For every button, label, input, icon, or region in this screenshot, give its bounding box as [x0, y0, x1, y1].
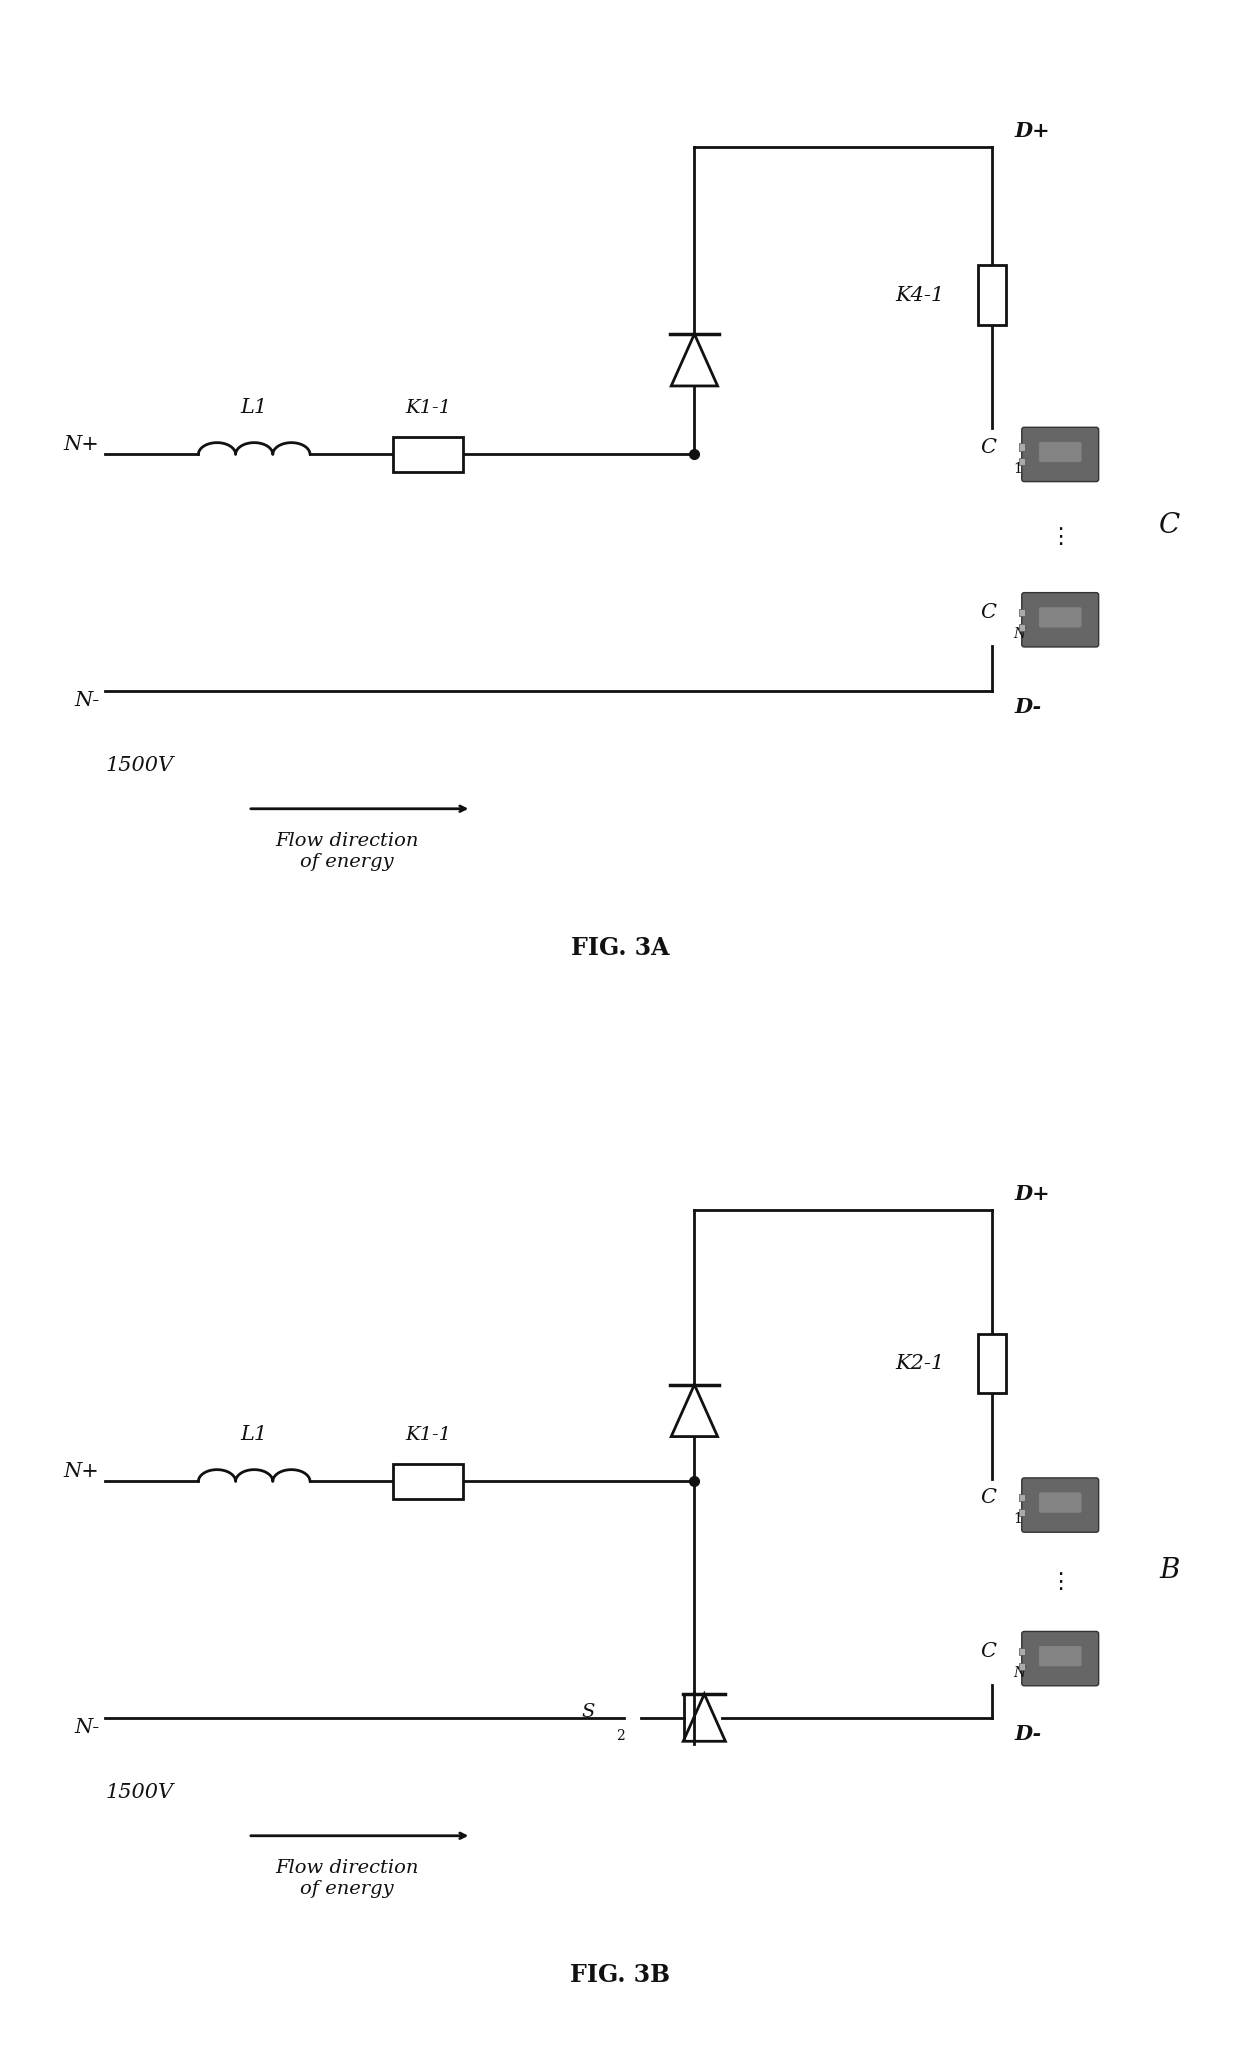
Text: K2-1: K2-1 — [895, 1354, 945, 1372]
Text: C: C — [980, 438, 996, 456]
Bar — [1019, 624, 1025, 631]
Bar — [978, 265, 1006, 325]
Text: D+: D+ — [1014, 121, 1050, 142]
Text: C: C — [980, 604, 996, 622]
Text: C: C — [1159, 511, 1180, 538]
Text: L1: L1 — [241, 1425, 268, 1444]
Text: N-: N- — [74, 1717, 99, 1736]
Text: K1-1: K1-1 — [404, 398, 451, 417]
FancyBboxPatch shape — [1022, 427, 1099, 481]
Text: ⋮: ⋮ — [1049, 528, 1071, 546]
FancyBboxPatch shape — [1039, 442, 1081, 462]
Text: N+: N+ — [63, 1462, 99, 1481]
Text: N: N — [1013, 626, 1025, 641]
Bar — [1019, 444, 1025, 450]
Bar — [393, 1465, 463, 1499]
Text: K1-1: K1-1 — [404, 1425, 451, 1444]
FancyBboxPatch shape — [1022, 594, 1099, 647]
Text: FIG. 3A: FIG. 3A — [570, 937, 670, 959]
Text: 1500V: 1500V — [105, 1783, 174, 1801]
Bar — [978, 1333, 1006, 1393]
Bar — [1019, 1510, 1025, 1516]
Text: 1: 1 — [1013, 1512, 1022, 1526]
Text: D-: D- — [1014, 1723, 1042, 1744]
Text: K4-1: K4-1 — [895, 286, 945, 304]
Text: ⋮: ⋮ — [1049, 1571, 1071, 1592]
FancyBboxPatch shape — [1039, 1493, 1081, 1512]
Text: D-: D- — [1014, 696, 1042, 717]
Text: S: S — [582, 1703, 595, 1721]
Text: C: C — [980, 1641, 996, 1662]
Text: 2: 2 — [616, 1729, 625, 1744]
Text: N+: N+ — [63, 435, 99, 454]
Text: N-: N- — [74, 690, 99, 709]
Text: 1500V: 1500V — [105, 756, 174, 774]
Text: B: B — [1159, 1557, 1179, 1584]
Text: FIG. 3B: FIG. 3B — [570, 1964, 670, 1986]
Text: 1: 1 — [1013, 462, 1022, 477]
Text: N: N — [1013, 1666, 1025, 1680]
Bar — [1019, 608, 1025, 616]
Bar — [1019, 1647, 1025, 1656]
Bar — [1019, 1493, 1025, 1501]
Text: C: C — [980, 1489, 996, 1508]
Text: Flow direction
of energy: Flow direction of energy — [275, 1859, 419, 1898]
Bar — [1019, 458, 1025, 466]
Text: D+: D+ — [1014, 1183, 1050, 1204]
FancyBboxPatch shape — [1039, 608, 1081, 626]
FancyBboxPatch shape — [1022, 1631, 1099, 1686]
Bar — [393, 438, 463, 472]
FancyBboxPatch shape — [1022, 1479, 1099, 1532]
Bar — [1019, 1662, 1025, 1670]
FancyBboxPatch shape — [1039, 1645, 1081, 1666]
Text: Flow direction
of energy: Flow direction of energy — [275, 832, 419, 871]
Text: L1: L1 — [241, 398, 268, 417]
